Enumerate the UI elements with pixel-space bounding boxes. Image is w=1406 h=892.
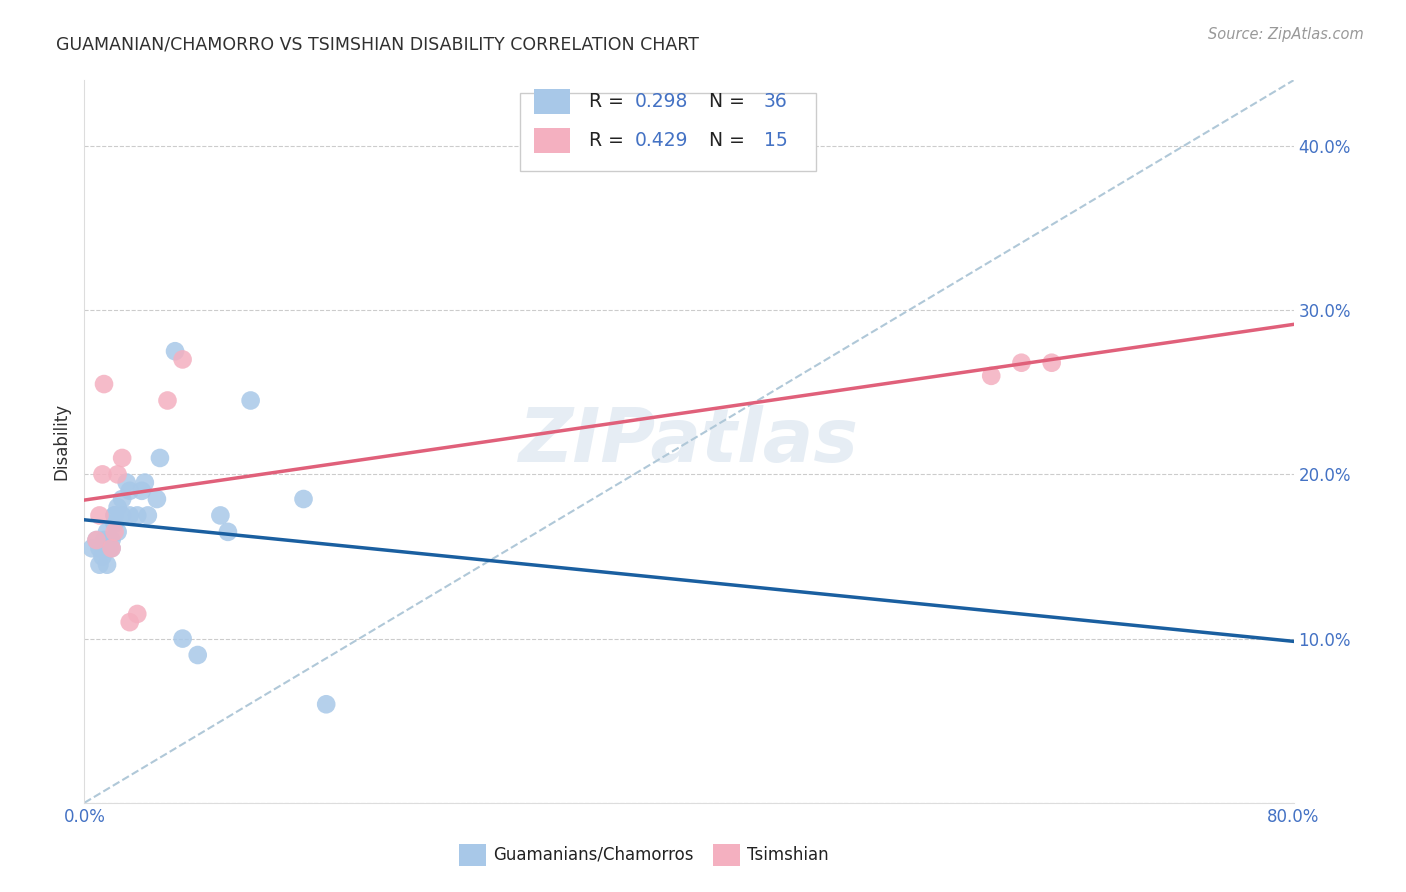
Text: R =: R = [589, 93, 630, 112]
Y-axis label: Disability: Disability [52, 403, 70, 480]
FancyBboxPatch shape [534, 128, 571, 153]
Point [100, 533, 122, 547]
Point [146, 491, 169, 506]
Point [156, 393, 179, 408]
Point [100, 541, 122, 556]
Text: Tsimshian: Tsimshian [747, 846, 828, 863]
Point [86, 533, 108, 547]
Point [172, 632, 194, 646]
Text: N =: N = [697, 131, 751, 151]
Point [98, 541, 121, 556]
Point [111, 450, 134, 465]
Point [111, 508, 134, 523]
Point [115, 475, 138, 490]
Text: ZIPatlas: ZIPatlas [519, 405, 859, 478]
Point [91, 549, 114, 564]
Point [131, 483, 153, 498]
Point [980, 368, 1002, 383]
Text: 15: 15 [763, 131, 787, 151]
Text: Source: ZipAtlas.com: Source: ZipAtlas.com [1208, 27, 1364, 42]
Point [136, 508, 159, 523]
Point [315, 698, 337, 712]
Point [89, 508, 111, 523]
Point [89, 541, 111, 556]
Point [107, 467, 129, 482]
Point [118, 483, 141, 498]
Point [111, 491, 134, 506]
Text: 36: 36 [763, 93, 787, 112]
Text: N =: N = [697, 93, 751, 112]
Point [96, 558, 118, 572]
Text: GUAMANIAN/CHAMORRO VS TSIMSHIAN DISABILITY CORRELATION CHART: GUAMANIAN/CHAMORRO VS TSIMSHIAN DISABILI… [56, 36, 699, 54]
Point [165, 344, 187, 359]
Point [209, 508, 232, 523]
Text: 0.429: 0.429 [634, 131, 688, 151]
Point [93, 533, 115, 547]
Point [1040, 356, 1063, 370]
Point [104, 516, 127, 531]
FancyBboxPatch shape [520, 93, 815, 170]
Point [100, 541, 122, 556]
Point [134, 475, 156, 490]
Point [118, 508, 141, 523]
Point [107, 524, 129, 539]
Point [80, 541, 103, 556]
Point [89, 558, 111, 572]
Point [127, 508, 149, 523]
Point [107, 500, 129, 515]
Point [149, 450, 172, 465]
Text: R =: R = [589, 131, 630, 151]
Point [104, 508, 127, 523]
Text: Guamanians/Chamorros: Guamanians/Chamorros [494, 846, 693, 863]
FancyBboxPatch shape [534, 89, 571, 114]
Point [239, 393, 262, 408]
Point [1011, 356, 1033, 370]
Point [96, 541, 118, 556]
FancyBboxPatch shape [460, 844, 486, 865]
Point [127, 607, 149, 621]
Point [91, 467, 114, 482]
Point [172, 352, 194, 367]
Point [96, 524, 118, 539]
Point [292, 491, 315, 506]
Point [118, 615, 141, 630]
FancyBboxPatch shape [713, 844, 740, 865]
Point [187, 648, 209, 662]
Point [93, 377, 115, 392]
Point [104, 524, 127, 539]
Point [104, 508, 127, 523]
Point [86, 533, 108, 547]
Point [217, 524, 239, 539]
Text: 0.298: 0.298 [634, 93, 688, 112]
